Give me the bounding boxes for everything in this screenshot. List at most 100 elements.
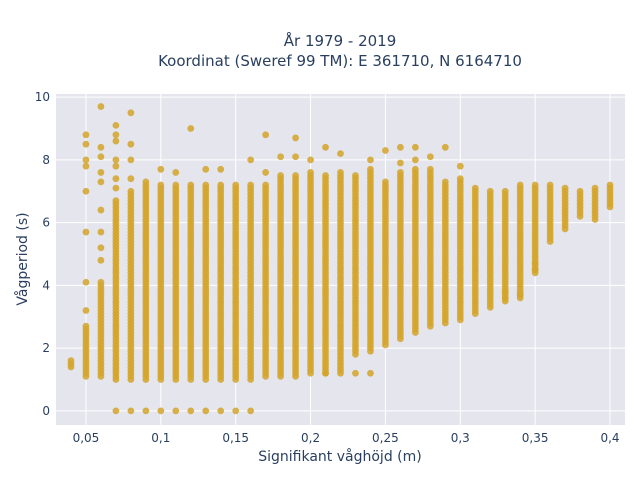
data-point	[112, 137, 120, 145]
data-point	[127, 187, 135, 195]
data-point	[382, 147, 389, 154]
data-point	[367, 156, 374, 164]
x-tick-label: 0,1	[151, 431, 170, 445]
data-point	[531, 181, 539, 189]
data-point	[217, 407, 225, 415]
data-point	[127, 407, 135, 415]
data-point	[322, 369, 329, 377]
data-point	[157, 407, 165, 415]
data-point	[202, 407, 210, 415]
data-point	[591, 184, 599, 192]
data-point	[307, 169, 314, 176]
data-point	[307, 156, 314, 164]
data-point	[112, 121, 120, 129]
data-point	[172, 181, 180, 189]
data-point	[82, 140, 90, 148]
data-point	[606, 181, 614, 189]
y-tick-label: 4	[42, 278, 50, 292]
x-tick-label: 0,3	[451, 431, 470, 445]
data-point	[187, 407, 195, 415]
data-point	[292, 153, 299, 161]
data-point	[501, 187, 509, 195]
data-point	[82, 162, 90, 170]
data-point	[82, 131, 90, 139]
data-point	[456, 162, 464, 170]
x-axis-title: Signifikant våghöjd (m)	[258, 448, 421, 465]
data-point	[97, 228, 105, 236]
x-tick-label: 0,4	[600, 431, 619, 445]
data-point	[187, 125, 195, 132]
data-point	[262, 169, 270, 176]
data-point	[441, 143, 449, 151]
data-point	[112, 407, 120, 415]
data-point	[561, 184, 569, 192]
data-point	[82, 322, 90, 330]
data-point	[396, 159, 404, 167]
data-point	[426, 153, 434, 161]
data-point	[142, 407, 150, 415]
data-point	[97, 244, 105, 252]
data-point	[546, 181, 554, 189]
data-point	[382, 178, 389, 186]
data-point	[247, 181, 255, 189]
data-point	[82, 307, 90, 314]
data-point	[217, 181, 225, 189]
data-point	[501, 288, 509, 296]
data-point	[426, 165, 434, 173]
data-point	[157, 181, 165, 189]
x-tick-label: 0,05	[73, 431, 100, 445]
data-point	[352, 172, 359, 179]
data-point	[531, 266, 539, 274]
data-point	[396, 169, 404, 176]
data-point	[127, 140, 135, 148]
y-tick-label: 8	[42, 153, 50, 167]
x-tick-label: 0,35	[522, 431, 549, 445]
data-point	[112, 131, 120, 139]
data-point	[97, 278, 105, 286]
data-point	[486, 187, 494, 195]
data-point	[411, 156, 419, 164]
data-point	[247, 407, 255, 415]
data-point	[576, 187, 584, 195]
data-point	[82, 228, 90, 236]
data-point	[112, 162, 120, 170]
data-point	[172, 407, 180, 415]
y-tick-label: 10	[35, 90, 50, 104]
data-point	[82, 278, 90, 286]
data-point	[97, 206, 105, 214]
data-point	[97, 178, 105, 186]
data-point	[112, 175, 120, 183]
data-point	[187, 181, 195, 189]
data-point	[97, 169, 105, 176]
data-point	[322, 172, 329, 179]
data-point	[232, 181, 240, 189]
data-point	[516, 291, 524, 299]
data-point	[82, 187, 90, 195]
data-point	[277, 153, 285, 161]
data-point	[367, 369, 374, 377]
data-point	[232, 407, 240, 415]
data-point	[202, 181, 210, 189]
data-point	[247, 156, 255, 164]
data-point	[471, 184, 479, 192]
data-point	[337, 369, 344, 377]
data-point	[112, 197, 120, 205]
data-point	[97, 143, 105, 151]
data-point	[97, 103, 105, 110]
data-point	[217, 165, 225, 173]
data-point	[337, 169, 344, 176]
data-point	[202, 165, 210, 173]
data-point	[292, 172, 299, 179]
data-point	[411, 143, 419, 151]
data-point	[67, 357, 75, 365]
data-point	[516, 181, 524, 189]
y-axis-title: Vågperiod (s)	[14, 212, 31, 305]
y-tick-label: 0	[42, 404, 50, 418]
data-point	[127, 109, 135, 117]
y-tick-label: 6	[42, 216, 50, 230]
data-point	[262, 131, 270, 139]
chart-title-line-2: Koordinat (Sweref 99 TM): E 361710, N 61…	[158, 52, 522, 70]
y-tick-label: 2	[42, 341, 50, 355]
data-point	[411, 165, 419, 173]
